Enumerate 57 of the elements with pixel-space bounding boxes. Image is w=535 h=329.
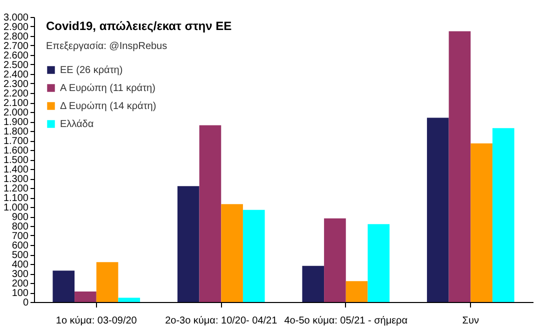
bar xyxy=(199,125,222,302)
y-tick-label: 2.100 xyxy=(3,98,29,109)
y-tick-label: 1.100 xyxy=(3,193,29,204)
y-tick-label: 800 xyxy=(12,222,29,232)
y-tick-label: 1.500 xyxy=(3,155,29,166)
y-tick-label: 3.000 xyxy=(3,12,29,24)
y-tick-label: 2.800 xyxy=(3,32,29,42)
y-tick-label: 1.300 xyxy=(3,174,29,185)
y-tick-label: 1.800 xyxy=(3,126,29,138)
y-tick-label: 2.300 xyxy=(3,79,29,90)
x-tick-label: 2ο-3ο κύμα: 10/20- 04/21 xyxy=(165,316,278,326)
y-tick-label: 2.500 xyxy=(3,60,29,71)
bar xyxy=(74,292,96,302)
y-tick-label: 1.700 xyxy=(3,136,29,147)
legend-label: Ελλάδα xyxy=(60,119,94,130)
bar xyxy=(448,31,471,302)
bar xyxy=(426,118,449,302)
bar xyxy=(177,186,200,302)
y-tick-label: 1.900 xyxy=(3,117,29,128)
y-tick-label: 100 xyxy=(12,288,29,299)
y-tick-label: 2.900 xyxy=(3,22,29,33)
y-tick-label: 200 xyxy=(12,278,29,290)
y-tick-label: 1.400 xyxy=(3,164,29,176)
bar xyxy=(324,218,346,302)
bar xyxy=(368,224,390,302)
y-tick-label: 400 xyxy=(12,260,29,270)
y-tick-label: 1.000 xyxy=(3,202,29,214)
y-tick-label: 2.600 xyxy=(3,50,29,62)
y-tick-label: 1.200 xyxy=(3,184,29,194)
bar xyxy=(346,281,368,302)
bar xyxy=(470,143,492,302)
y-tick-label: 2.400 xyxy=(3,70,29,80)
y-tick-label: 1.600 xyxy=(3,146,29,156)
bar xyxy=(302,266,324,302)
y-tick-label: 700 xyxy=(12,231,29,242)
legend-label: ΕΕ (26 κράτη) xyxy=(60,65,123,76)
bar xyxy=(242,210,265,302)
legend-label: Δ Ευρώπη (14 κράτη) xyxy=(60,101,156,112)
y-tick-label: 2.700 xyxy=(3,41,29,52)
y-tick-label: 0 xyxy=(22,298,29,308)
y-tick-label: 500 xyxy=(12,250,29,261)
y-tick-label: 900 xyxy=(12,212,29,223)
chart-title: Covid19, απώλειες/εκατ στην ΕΕ xyxy=(46,19,232,33)
x-tick-label: Συν xyxy=(462,316,479,326)
bar xyxy=(221,204,243,302)
y-tick-label: 2.200 xyxy=(3,88,29,100)
bar xyxy=(96,262,118,302)
x-tick-label: 1ο κύμα: 03-09/20 xyxy=(56,316,138,326)
x-tick-label: 4ο-5ο κύμα: 05/21 - σήμερα xyxy=(284,316,408,326)
bar xyxy=(52,270,75,302)
bar xyxy=(492,128,514,302)
legend-label: Α Ευρώπη (11 κράτη) xyxy=(60,83,156,94)
y-tick-label: 300 xyxy=(12,269,29,280)
y-tick-label: 2.000 xyxy=(3,108,29,118)
bar xyxy=(118,298,140,302)
y-tick-label: 600 xyxy=(12,240,29,252)
text: Επεξεργασία: @InspRebus xyxy=(46,41,168,52)
